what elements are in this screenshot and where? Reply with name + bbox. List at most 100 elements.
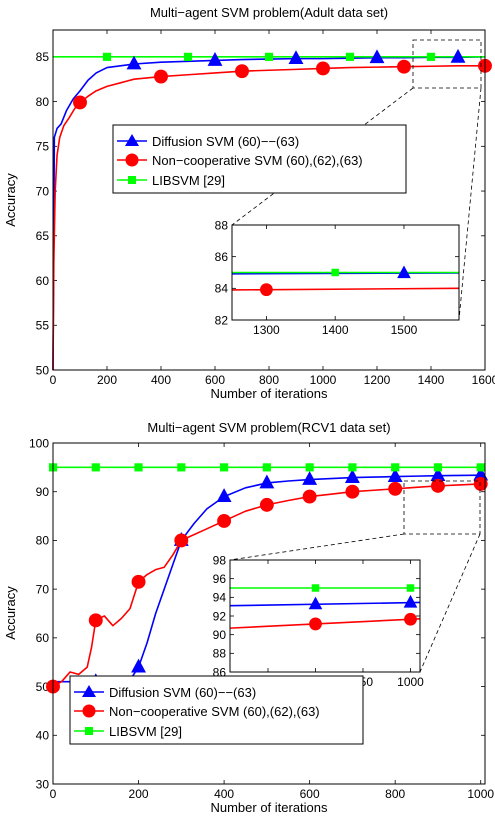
inset-frame: [231, 224, 460, 321]
legend-item-diffusion: Diffusion SVM (60)−−(63): [74, 685, 256, 700]
circle-marker: [88, 613, 103, 628]
x-tick-label: 400: [214, 787, 234, 801]
legend-box: [69, 675, 364, 745]
square-marker-icon: [85, 727, 93, 735]
x-tick-label: 1000: [467, 787, 494, 801]
legend-label: Diffusion SVM (60)−−(63): [109, 685, 256, 700]
legend-label: Non−cooperative SVM (60),(62),(63): [152, 153, 363, 168]
triangle-marker: [126, 55, 142, 70]
zoom-leader-right: [458, 87, 482, 321]
circle-marker: [217, 513, 232, 528]
zoom-leader-left: [229, 533, 405, 561]
circle-marker: [316, 61, 330, 76]
circle-marker: [259, 497, 274, 512]
circle-marker: [73, 95, 87, 110]
legend: Diffusion SVM (60)−−(63) Non−cooperative…: [112, 124, 407, 194]
square-marker: [345, 52, 355, 61]
square-marker: [348, 463, 357, 472]
circle-marker: [174, 533, 189, 548]
x-tick-label: 600: [300, 787, 320, 801]
x-tick-label: 1300: [253, 323, 280, 337]
circle-marker-icon: [125, 153, 139, 167]
square-marker: [264, 52, 274, 61]
y-tick-label: 80: [36, 534, 50, 548]
x-axis-label: Number of iterations: [210, 386, 328, 401]
triangle-marker: [308, 596, 323, 610]
y-tick-label: 30: [36, 777, 50, 791]
tick-labels: 0 200 400 600 800 1000 1200 1400 1600 50 55 60 65 70 7…: [36, 30, 495, 387]
square-marker: [262, 463, 271, 472]
chart-rcv1: Multi−agent SVM problem(RCV1 data set) N…: [3, 420, 494, 815]
zoom-region: [403, 480, 481, 535]
x-tick-label: 1400: [322, 323, 349, 337]
x-tick-label: 0: [50, 787, 57, 801]
y-tick-label: 50: [36, 363, 50, 377]
chart-title: Multi−agent SVM problem(RCV1 data set): [147, 420, 390, 435]
y-tick-label: 82: [215, 313, 229, 327]
y-tick-label: 60: [36, 631, 50, 645]
square-marker: [476, 463, 485, 472]
y-tick-label: 92: [213, 609, 227, 623]
triangle-marker-icon: [82, 685, 96, 697]
inset-area: [230, 560, 420, 672]
square-marker: [331, 268, 339, 277]
y-tick-label: 55: [36, 319, 50, 333]
circle-marker: [131, 574, 146, 589]
chart-adult: Multi−agent SVM problem(Adult data set) …: [3, 5, 495, 401]
x-tick-label: 1600: [472, 373, 495, 387]
x-tick-label: 1500: [391, 323, 418, 337]
series-markers: [46, 463, 489, 694]
x-tick-label: 1200: [364, 373, 391, 387]
tick-labels: 0 200 400 600 800 1000 30 40 50 60 70 80 90 100: [29, 436, 494, 801]
inset-plot: 850900950100086889092949698: [213, 553, 425, 689]
legend-box: [112, 124, 407, 194]
triangle-marker: [259, 474, 275, 489]
y-tick-label: 88: [213, 647, 227, 661]
square-marker-icon: [128, 176, 136, 184]
circle-marker: [345, 484, 360, 499]
y-tick-label: 100: [29, 436, 49, 450]
x-tick-label: 200: [97, 373, 117, 387]
series-line: [52, 483, 481, 688]
legend-item-libsvm: LIBSVM [29]: [117, 173, 225, 188]
square-marker: [91, 463, 100, 472]
triangle-marker: [216, 488, 232, 502]
triangle-marker: [450, 48, 466, 63]
y-tick-label: 94: [213, 591, 227, 605]
y-tick-label: 70: [36, 582, 50, 596]
triangle-marker: [403, 594, 418, 608]
y-tick-label: 75: [36, 140, 50, 154]
square-marker: [391, 463, 400, 472]
x-tick-label: 800: [385, 787, 405, 801]
triangle-marker: [369, 49, 385, 64]
y-tick-label: 90: [213, 628, 227, 642]
inset-frame: [229, 559, 421, 673]
y-tick-label: 65: [36, 229, 50, 243]
triangle-marker-icon: [125, 134, 139, 146]
circle-marker: [388, 481, 403, 496]
square-marker: [102, 52, 112, 61]
triangle-marker: [430, 467, 446, 482]
legend-item-libsvm: LIBSVM [29]: [74, 724, 182, 739]
triangle-marker: [302, 471, 318, 485]
legend: Diffusion SVM (60)−−(63) Non−cooperative…: [69, 675, 364, 745]
legend-item-diffusion: Diffusion SVM (60)−−(63): [117, 134, 299, 149]
y-tick-label: 98: [213, 553, 227, 567]
circle-marker: [154, 69, 168, 84]
triangle-marker: [473, 466, 489, 481]
y-axis-label: Accuracy: [3, 173, 18, 227]
square-marker: [183, 52, 193, 61]
plot-frame: [52, 442, 486, 785]
legend-label: LIBSVM [29]: [152, 173, 225, 188]
square-marker: [220, 463, 229, 472]
triangle-marker: [288, 50, 304, 65]
circle-marker: [473, 476, 488, 491]
series-line: [229, 601, 421, 607]
square-marker: [426, 52, 436, 61]
x-tick-label: 800: [259, 373, 279, 387]
plot-frame: [52, 29, 486, 371]
series-markers: [73, 48, 492, 110]
circle-marker: [430, 478, 445, 493]
y-tick-label: 86: [215, 250, 229, 264]
y-tick-label: 50: [36, 680, 50, 694]
